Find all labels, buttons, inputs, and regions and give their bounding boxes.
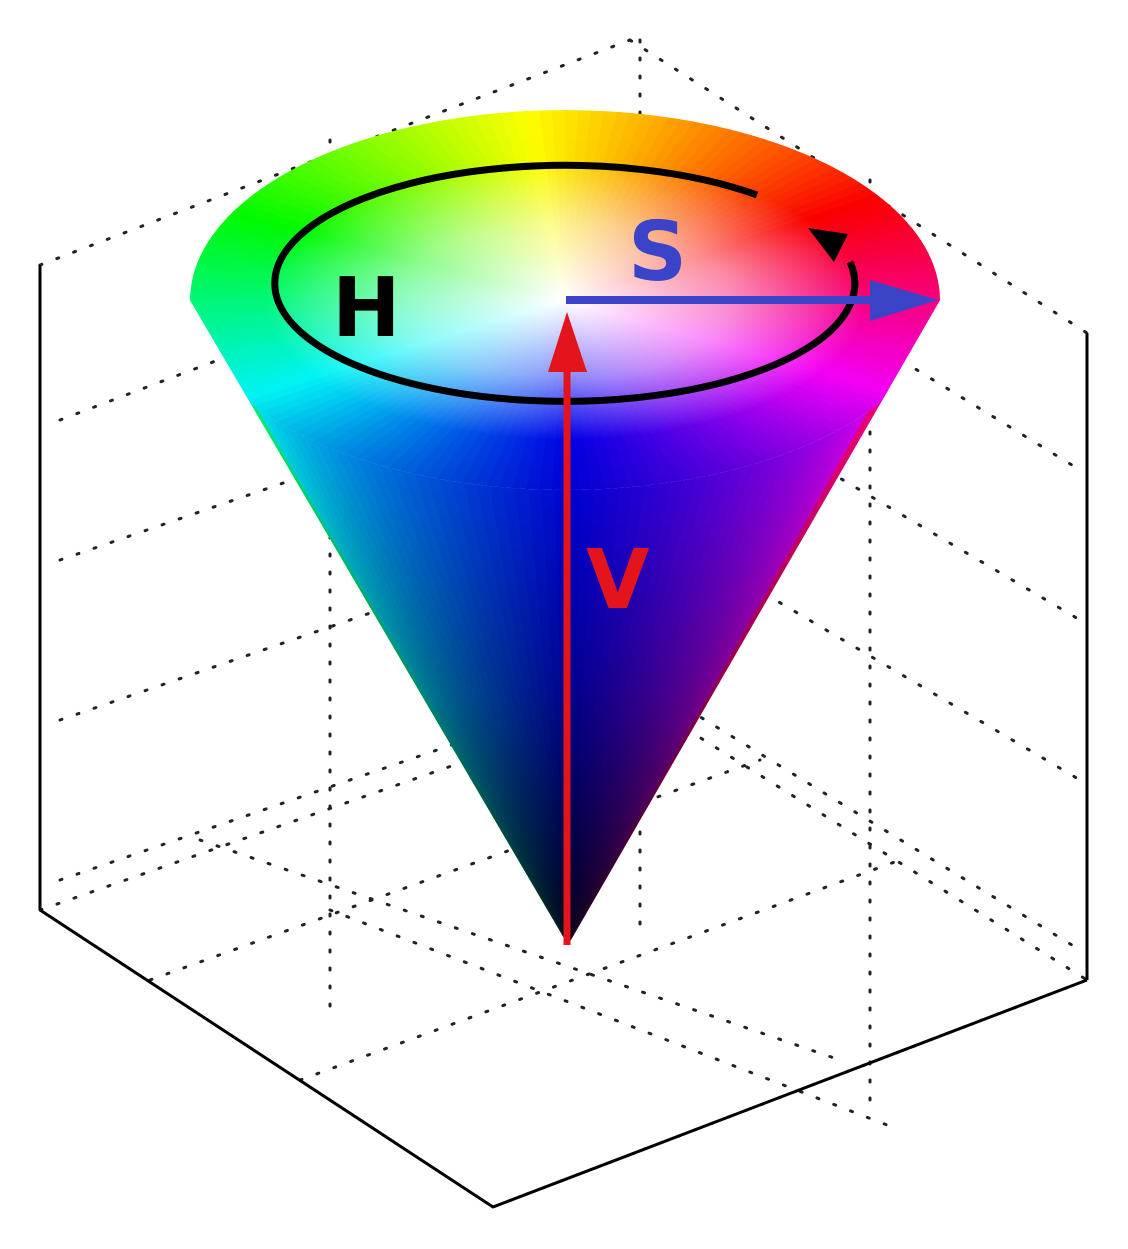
hue-arrow (271, 161, 859, 405)
grid-line (58, 678, 642, 882)
grid-line (58, 518, 642, 722)
grid-line (328, 908, 902, 1132)
grid-line (298, 858, 902, 1082)
hue-label: H (332, 261, 401, 356)
grid-line (638, 678, 1082, 952)
saturation-arrow (566, 280, 938, 321)
grid-line (198, 838, 842, 1062)
grid-line (148, 758, 762, 982)
value-label: V (586, 533, 650, 628)
value-arrow (548, 312, 587, 945)
saturation-label: S (628, 205, 687, 300)
box-edges (38, 265, 1089, 1209)
grid-line (638, 698, 1089, 982)
